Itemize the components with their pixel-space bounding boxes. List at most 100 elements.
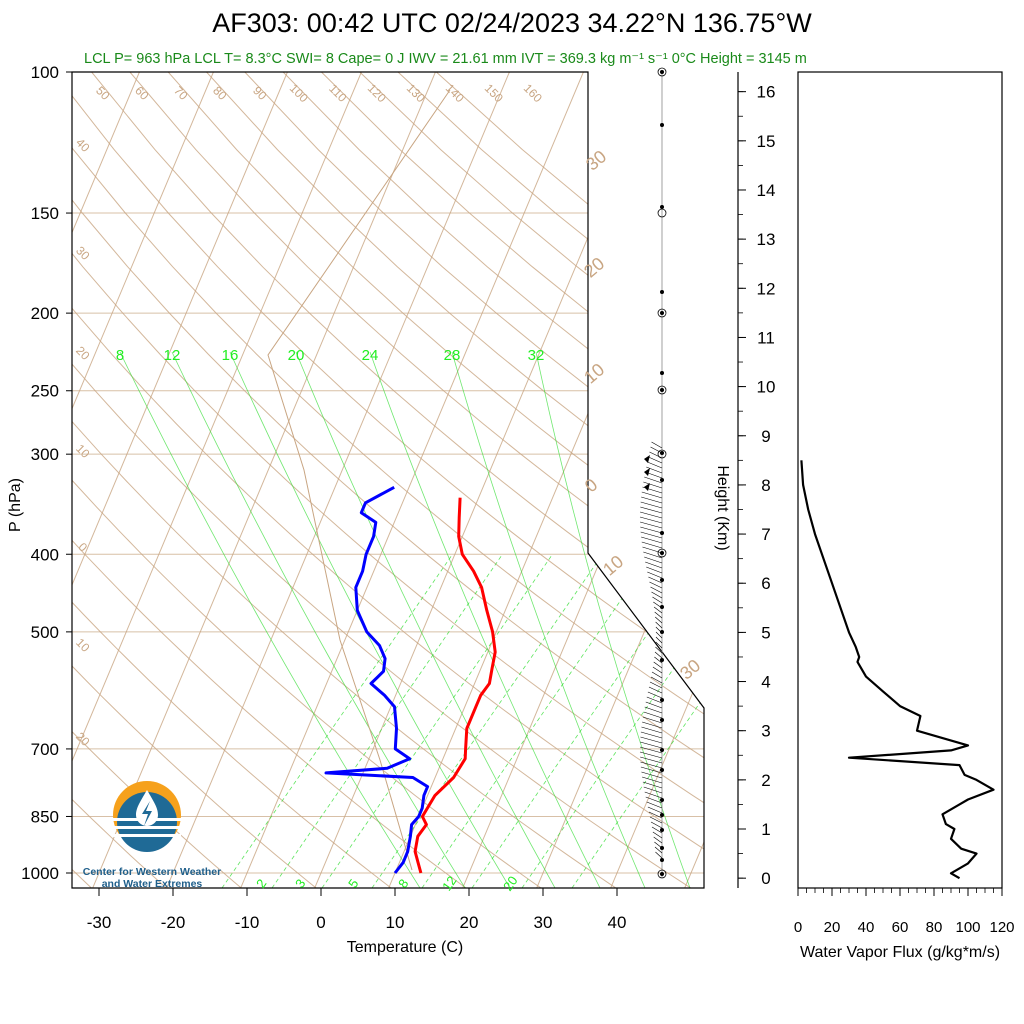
- wind-barb: [654, 656, 663, 664]
- height-tick-label: 0: [761, 869, 770, 888]
- moist-adiabat-line: [421, 554, 653, 888]
- wind-barbs: [639, 67, 667, 879]
- barb-point: [660, 872, 664, 876]
- wind-barb: [655, 641, 663, 649]
- barb-point: [660, 388, 664, 392]
- flux-profile: [800, 460, 995, 880]
- barb-point: [660, 828, 664, 832]
- dry-adiabat-line: [72, 72, 704, 888]
- isotherm-line: [387, 72, 704, 888]
- dry-adiabat-line: [72, 72, 319, 888]
- wind-barb: [654, 611, 663, 619]
- height-tick-label: 11: [757, 328, 775, 347]
- isotherm-label: 10: [73, 635, 93, 655]
- barb-point: [660, 798, 664, 802]
- mixing-ratio-label: 28: [444, 347, 461, 364]
- pressure-tick-label: 100: [31, 63, 59, 82]
- mixing-ratio-label: 12: [164, 347, 181, 364]
- dry-adiabat-label: 90: [250, 83, 270, 103]
- pressure-tick-label: 400: [31, 545, 59, 564]
- wind-barb: [639, 511, 663, 519]
- wind-barb: [650, 676, 663, 684]
- wind-barb: [640, 526, 663, 534]
- wind-barb: [643, 551, 663, 559]
- pressure-tick-label: 500: [31, 623, 59, 642]
- mixing-ratio-line: [535, 351, 691, 888]
- height-tick-label: 8: [761, 476, 770, 495]
- calm-circle: [657, 67, 667, 77]
- dry-adiabat-label: 150: [482, 81, 506, 105]
- wind-barb: [649, 681, 663, 689]
- barb-point: [660, 813, 664, 817]
- wind-barb: [647, 806, 663, 814]
- flux-x-tick-label: 60: [892, 919, 909, 936]
- temp-tick-label: -30: [87, 913, 112, 932]
- wind-barb: [651, 826, 663, 834]
- wind-barb: [655, 626, 663, 634]
- pressure-tick-label: 250: [31, 382, 59, 401]
- height-axis-label: Height (Km): [714, 465, 731, 550]
- wind-barb: [640, 766, 663, 774]
- isotherm-line: [72, 72, 140, 888]
- wind-barb: [641, 541, 663, 549]
- pressure-tick-label: 150: [31, 204, 59, 223]
- height-tick-label: 9: [761, 427, 770, 446]
- wind-barb: [640, 761, 663, 769]
- sounding-stats: LCL P= 963 hPa LCL T= 8.3°C SWI= 8 Cape=…: [84, 51, 807, 67]
- wind-barb: [642, 776, 663, 784]
- mixing-ratio-label: 20: [288, 347, 305, 364]
- pressure-tick-label: 1000: [21, 864, 59, 883]
- wind-barb: [654, 651, 663, 659]
- wind-barb: [642, 716, 663, 724]
- wind-barb: [647, 461, 663, 469]
- moist-adiabat-line: [321, 554, 553, 888]
- wind-barb: [641, 771, 663, 779]
- height-tick-label: 4: [761, 673, 770, 692]
- pressure-tick-label: 200: [31, 304, 59, 323]
- wind-barb: [646, 696, 663, 704]
- isotherm-line: [239, 72, 584, 888]
- dry-adiabat-line: [72, 72, 545, 888]
- wind-barb: [653, 836, 663, 844]
- height-tick-label: 3: [761, 722, 770, 741]
- isotherm-label: 30: [73, 243, 93, 263]
- flux-x-tick-label: 0: [794, 919, 802, 936]
- dry-adiabat-line: [72, 72, 469, 888]
- moist-adiabat-line: [471, 554, 703, 888]
- calm-circle: [657, 869, 667, 879]
- height-tick-label: 14: [757, 181, 776, 200]
- mixing-ratio-line: [295, 351, 556, 888]
- dry-adiabat-label: 140: [443, 81, 467, 105]
- wind-barb: [647, 571, 663, 579]
- dry-adiabat-line: [72, 72, 695, 888]
- flux-x-tick-label: 100: [955, 919, 980, 936]
- isotherm-label: 40: [73, 135, 93, 155]
- wind-barb: [651, 591, 663, 599]
- height-tick-label: 16: [757, 83, 776, 102]
- dry-adiabat-label: 70: [171, 83, 191, 103]
- skew-t-frame: [66, 71, 705, 896]
- wind-barb: [647, 691, 663, 699]
- wind-barb: [649, 451, 663, 459]
- barb-point: [660, 311, 664, 315]
- wind-barb: [639, 516, 663, 524]
- wind-barb: [644, 556, 663, 564]
- wind-barb: [640, 501, 663, 509]
- barb-point: [660, 371, 664, 375]
- wind-barb: [640, 741, 663, 749]
- dry-adiabat-label: 50: [93, 83, 113, 103]
- wind-barb: [639, 751, 663, 759]
- wind-pennant: [644, 468, 650, 476]
- pressure-tick-label: 700: [31, 740, 59, 759]
- barb-point: [660, 658, 664, 662]
- logo-line-2: and Water Extremes: [101, 878, 203, 890]
- wind-barb: [651, 671, 663, 679]
- wind-barb: [648, 576, 663, 584]
- calm-circle: [657, 385, 667, 395]
- wind-barb: [645, 796, 663, 804]
- wind-barb: [642, 781, 663, 789]
- dry-adiabat-label: 120: [365, 81, 389, 105]
- dewpoint-profile: [324, 485, 430, 874]
- barb-point: [660, 698, 664, 702]
- isotherm-label-right: 20: [580, 253, 608, 281]
